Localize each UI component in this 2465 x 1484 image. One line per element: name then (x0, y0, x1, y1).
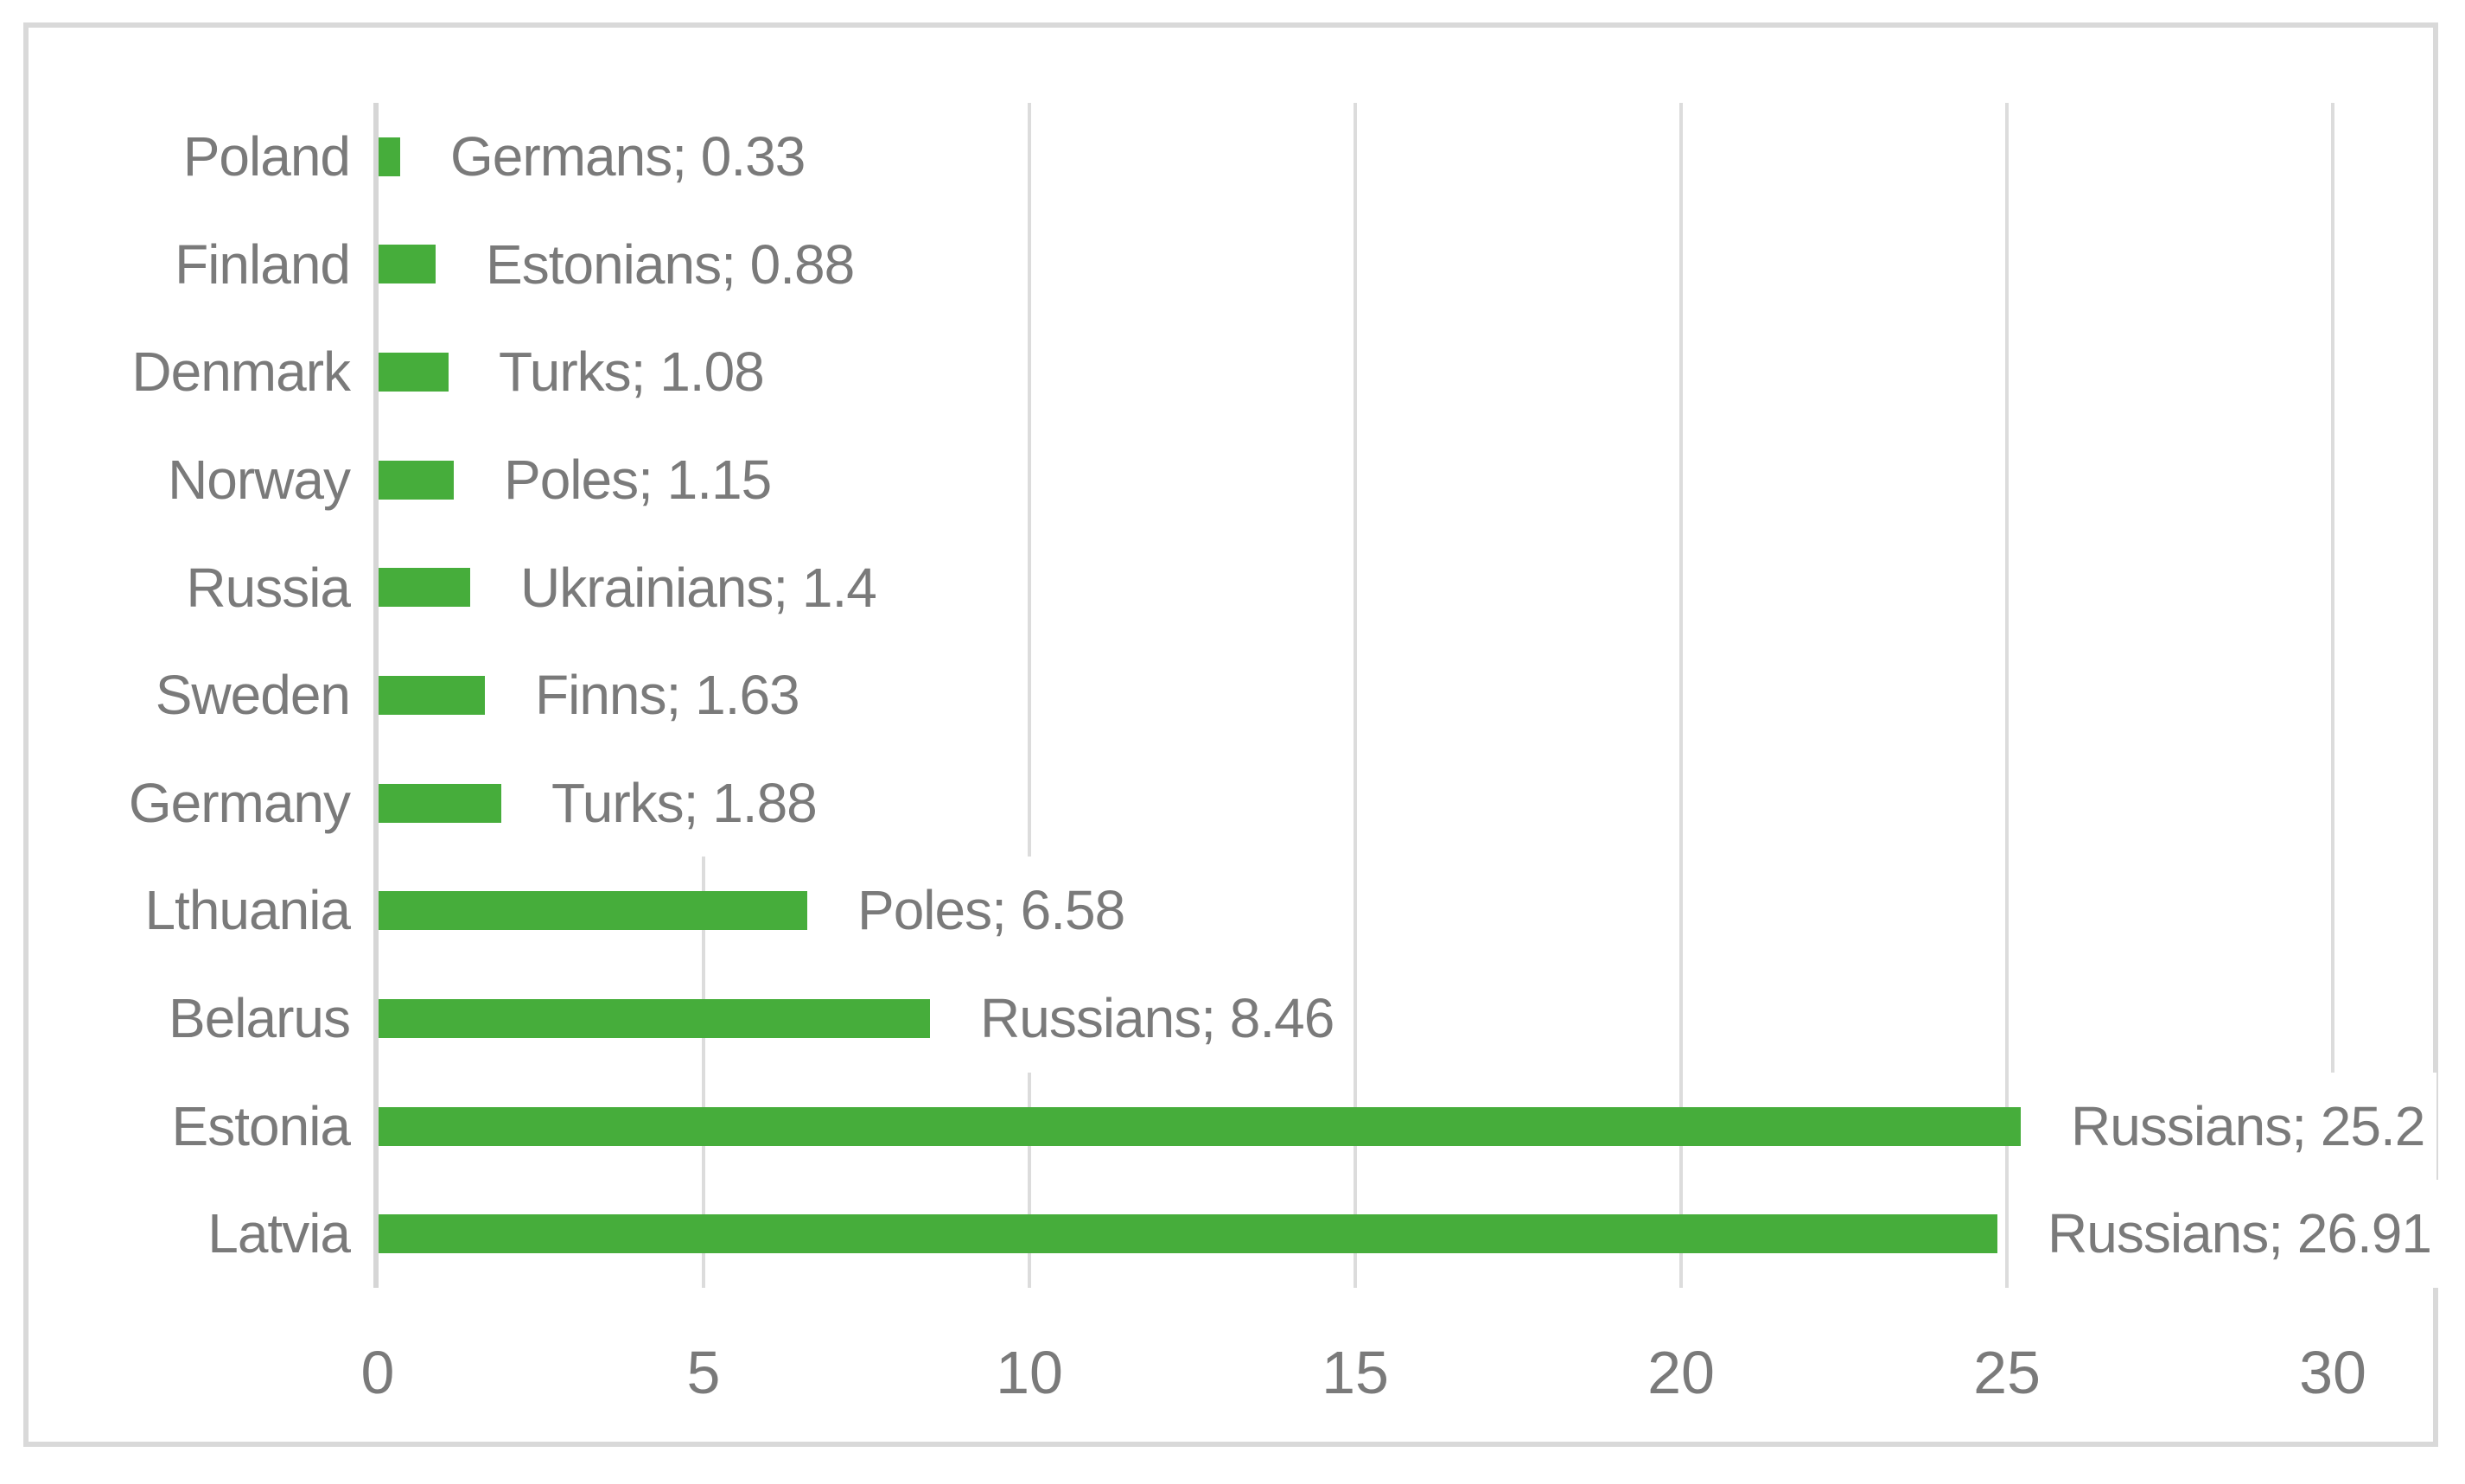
category-label-sweden: Sweden (155, 664, 351, 727)
bar-estonia (379, 1106, 2021, 1146)
category-label-belarus: Belarus (169, 987, 351, 1050)
category-label-russia: Russia (186, 556, 351, 619)
bar-sweden (379, 676, 485, 715)
bar-belarus (379, 998, 930, 1038)
category-label-poland: Poland (182, 125, 351, 188)
data-label-denmark: Turks; 1.08 (487, 318, 776, 426)
x-tick-20: 20 (1647, 1339, 1715, 1406)
gridline-20 (1679, 103, 1683, 1288)
x-tick-5: 5 (686, 1339, 721, 1406)
x-tick-25: 25 (1973, 1339, 2041, 1406)
x-tick-0: 0 (360, 1339, 395, 1406)
data-label-poland: Germans; 0.33 (438, 103, 818, 211)
category-label-denmark: Denmark (131, 341, 351, 404)
bar-norway (379, 460, 454, 500)
category-label-estonia: Estonia (171, 1094, 351, 1157)
bar-russia (379, 568, 470, 608)
data-label-germany: Turks; 1.88 (539, 748, 829, 857)
chart-border (23, 22, 2438, 1447)
data-label-norway: Poles; 1.15 (492, 425, 784, 534)
x-tick-30: 30 (2299, 1339, 2366, 1406)
category-label-latvia: Latvia (207, 1202, 351, 1265)
bar-latvia (379, 1214, 1997, 1254)
data-label-belarus: Russians; 8.46 (968, 965, 1347, 1073)
x-tick-10: 10 (996, 1339, 1063, 1406)
gridline-15 (1354, 103, 1357, 1288)
data-label-sweden: Finns; 1.63 (523, 641, 812, 749)
bar-denmark (379, 353, 449, 392)
data-label-finland: Estonians; 0.88 (474, 210, 867, 319)
bar-germany (379, 783, 501, 823)
bar-poland (379, 137, 400, 176)
data-label-russia: Ukrainians; 1.4 (508, 533, 889, 642)
data-label-estonia: Russians; 25.2 (2059, 1072, 2437, 1181)
category-axis-line (373, 103, 379, 1288)
gridline-10 (1028, 103, 1031, 1288)
category-label-germany: Germany (128, 771, 351, 834)
gridline-30 (2331, 103, 2334, 1288)
gridline-25 (2005, 103, 2009, 1288)
category-label-lthuania: Lthuania (144, 879, 351, 942)
data-label-latvia: Russians; 26.91 (2035, 1180, 2443, 1288)
data-label-lthuania: Poles; 6.58 (845, 857, 1137, 965)
bar-finland (379, 245, 436, 284)
category-label-norway: Norway (168, 448, 351, 511)
category-label-finland: Finland (175, 232, 351, 296)
bar-lthuania (379, 891, 807, 931)
x-tick-15: 15 (1322, 1339, 1389, 1406)
